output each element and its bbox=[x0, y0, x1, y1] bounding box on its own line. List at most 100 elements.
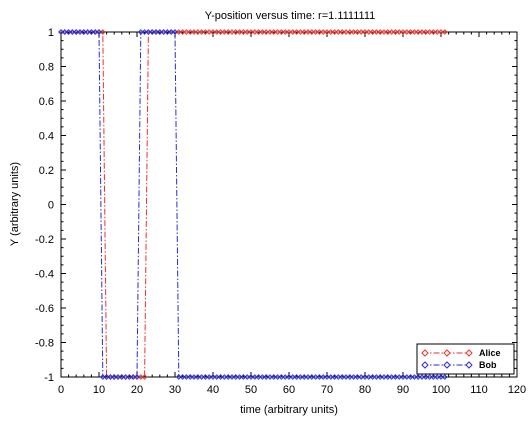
series-point bbox=[92, 29, 99, 35]
y-tick-label: 0.4 bbox=[39, 131, 54, 143]
legend-item: Alice bbox=[421, 348, 501, 358]
series-point bbox=[430, 29, 437, 35]
series-point bbox=[168, 29, 175, 35]
series-point bbox=[286, 374, 292, 380]
series-point bbox=[274, 29, 281, 35]
y-axis-title: Y (arbitrary units) bbox=[9, 162, 21, 246]
series-point bbox=[141, 29, 148, 35]
series-point bbox=[198, 374, 205, 380]
series-point bbox=[301, 29, 308, 35]
series-point bbox=[149, 29, 156, 35]
series-point bbox=[187, 29, 194, 35]
series-point bbox=[210, 374, 216, 380]
series-point bbox=[301, 374, 308, 380]
series-point bbox=[236, 374, 243, 380]
series-point bbox=[111, 374, 118, 380]
series-point bbox=[175, 29, 182, 35]
series-point bbox=[134, 374, 140, 380]
series-point bbox=[289, 374, 296, 380]
x-tick-label: 30 bbox=[169, 384, 181, 396]
series-point bbox=[426, 374, 433, 380]
x-tick-label: 100 bbox=[432, 384, 450, 396]
series-point bbox=[206, 29, 213, 35]
series-point bbox=[191, 374, 197, 380]
x-tick-label: 50 bbox=[245, 384, 257, 396]
series-point bbox=[422, 374, 429, 380]
series-point bbox=[331, 374, 338, 380]
series-point bbox=[327, 29, 334, 35]
series-point bbox=[293, 374, 300, 380]
series-point bbox=[187, 374, 194, 380]
legend-item: Bob bbox=[421, 360, 497, 370]
series-point bbox=[297, 374, 304, 380]
series-point bbox=[77, 29, 83, 35]
series-point bbox=[365, 374, 372, 380]
series-point bbox=[422, 29, 429, 35]
series-point bbox=[221, 374, 228, 380]
series-point bbox=[175, 374, 182, 380]
series-point bbox=[278, 29, 285, 35]
series-point bbox=[308, 374, 315, 380]
series-point bbox=[407, 29, 414, 35]
series-point bbox=[293, 29, 300, 35]
series-point bbox=[156, 29, 163, 35]
series-point bbox=[396, 374, 403, 380]
series-point bbox=[396, 29, 403, 35]
y-tick-label: -1 bbox=[44, 372, 54, 384]
x-tick-label: 70 bbox=[321, 384, 333, 396]
series-point bbox=[107, 374, 114, 380]
series-point bbox=[392, 374, 399, 380]
y-tick-label: -0.6 bbox=[35, 303, 54, 315]
x-tick-label: 90 bbox=[397, 384, 409, 396]
series-point bbox=[343, 374, 349, 380]
legend-box bbox=[416, 343, 515, 375]
series-point bbox=[263, 374, 270, 380]
series-point bbox=[388, 374, 395, 380]
series-point bbox=[240, 29, 247, 35]
series-point bbox=[141, 374, 148, 380]
series-point bbox=[362, 29, 368, 35]
series-point bbox=[350, 29, 357, 35]
series-point bbox=[305, 374, 311, 380]
series-point bbox=[289, 29, 296, 35]
series-point bbox=[308, 29, 315, 35]
series-point bbox=[259, 29, 266, 35]
series-point bbox=[202, 374, 209, 380]
chart-title: Y-position versus time: r=1.1111111 bbox=[205, 10, 376, 22]
series-point bbox=[335, 374, 342, 380]
series-point bbox=[324, 374, 330, 380]
series-point bbox=[99, 29, 106, 35]
series-point bbox=[327, 374, 334, 380]
series-point bbox=[320, 374, 327, 380]
series-point bbox=[267, 29, 273, 35]
series-point bbox=[434, 29, 441, 35]
series-point bbox=[244, 374, 251, 380]
series-point bbox=[217, 374, 224, 380]
series-point bbox=[438, 29, 444, 35]
series-point bbox=[430, 374, 437, 380]
series-point bbox=[411, 29, 418, 35]
plot-area bbox=[60, 31, 518, 378]
series-point bbox=[373, 374, 380, 380]
series-point bbox=[365, 29, 372, 35]
series-point bbox=[61, 29, 68, 35]
legend-marker bbox=[421, 361, 429, 369]
series-point bbox=[438, 374, 444, 380]
series-point bbox=[282, 29, 289, 35]
legend-marker bbox=[465, 361, 473, 369]
series-point bbox=[362, 374, 368, 380]
series-point bbox=[213, 374, 220, 380]
series-point bbox=[137, 29, 144, 35]
y-tick-label: -0.8 bbox=[35, 338, 54, 350]
series-point bbox=[194, 29, 201, 35]
series-point bbox=[358, 29, 365, 35]
series-point bbox=[240, 374, 247, 380]
series-point bbox=[339, 29, 346, 35]
series-point bbox=[65, 29, 72, 35]
series-point bbox=[236, 29, 243, 35]
series-point bbox=[343, 29, 349, 35]
series-point bbox=[369, 374, 376, 380]
series-point bbox=[403, 374, 410, 380]
series-point bbox=[354, 29, 361, 35]
series-point bbox=[194, 374, 201, 380]
